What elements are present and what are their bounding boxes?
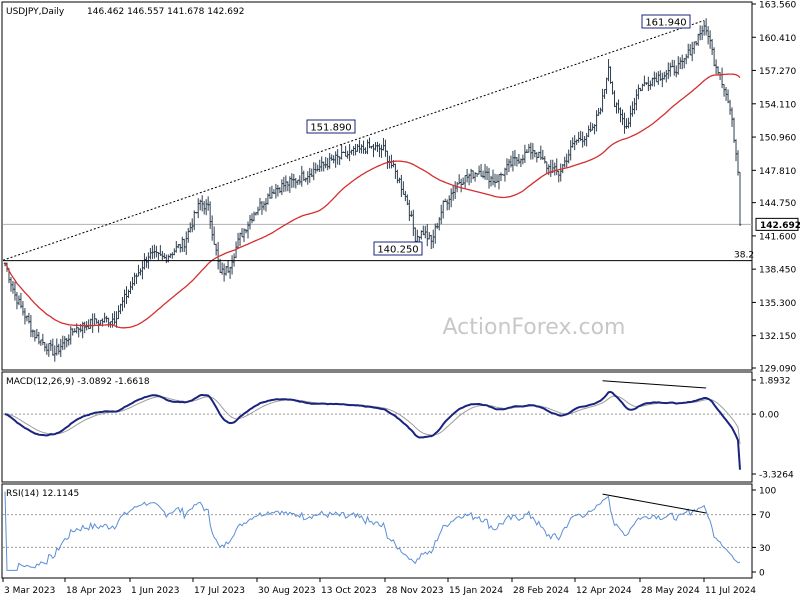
time-tick-label: 1 Jun 2023	[131, 586, 179, 596]
price-tick-label: 157.270	[759, 67, 796, 77]
rsi-divergence-line	[602, 493, 707, 514]
time-tick-label: 11 Jul 2024	[705, 586, 756, 596]
time-tick-label: 28 May 2024	[641, 586, 700, 596]
rsi-tick-label: 70	[759, 511, 771, 521]
price-layer: 38.2 161.940 151.890 140.250	[2, 14, 754, 362]
watermark: ActionForex.com	[443, 315, 626, 340]
high-2024-label: 161.940	[645, 18, 686, 29]
low-2023-box	[373, 241, 423, 256]
macd-tick-label: 1.8932	[759, 377, 791, 387]
high-2023-label: 151.890	[310, 123, 351, 134]
price-tick-label: 150.960	[759, 134, 796, 144]
price-bars	[3, 18, 742, 362]
price-tick-label: 135.300	[759, 299, 796, 309]
price-tick-label: 144.750	[759, 199, 796, 209]
macd-tick-label: 0.00	[759, 411, 779, 421]
price-tick-label: 132.150	[759, 332, 796, 342]
last-price-box	[755, 217, 799, 231]
rsi-layer	[3, 491, 752, 571]
price-tick-label: 147.810	[759, 167, 796, 177]
macd-layer	[3, 380, 752, 470]
price-tick-label: 138.450	[759, 266, 796, 276]
macd-divergence-line	[602, 380, 707, 389]
rsi-panel-frame	[1, 483, 753, 579]
time-tick-label: 13 Oct 2023	[321, 586, 377, 596]
time-tick-label: 15 Jan 2024	[449, 586, 503, 596]
price-tick-label: 160.410	[759, 34, 796, 44]
trendline	[2, 20, 705, 261]
time-tick-label: 28 Feb 2024	[513, 586, 569, 596]
time-tick-label: 17 Jul 2023	[194, 586, 245, 596]
high-2024-box	[641, 14, 691, 29]
high-2023-box	[306, 119, 356, 134]
price-tick-label: 141.600	[759, 232, 796, 242]
time-tick-label: 18 Apr 2023	[66, 586, 122, 596]
rsi-tick-label: 0	[759, 569, 765, 579]
price-tick-label: 129.090	[759, 365, 796, 375]
rsi-tick-label: 100	[759, 487, 776, 497]
price-tick-label: 163.560	[759, 1, 796, 11]
macd-header: MACD(12,26,9) -3.0892 -1.6618	[6, 377, 150, 387]
rsi-line	[4, 491, 741, 571]
symbol-header: USDJPY,Daily	[6, 7, 65, 17]
rsi-header: RSI(14) 12.1145	[6, 489, 79, 499]
macd-line	[4, 390, 741, 470]
ohlc-header: 146.462 146.557 141.678 142.692	[87, 7, 244, 17]
macd-panel-frame	[1, 371, 753, 483]
price-tick-label: 154.110	[759, 100, 796, 110]
macd-tick-label: -3.3264	[759, 471, 794, 481]
time-tick-label: 28 Nov 2023	[386, 586, 444, 596]
time-tick-label: 3 Mar 2023	[4, 586, 55, 596]
time-tick-label: 12 Apr 2024	[576, 586, 632, 596]
rsi-tick-label: 30	[759, 544, 771, 554]
sma-line	[4, 73, 741, 329]
price-panel-frame	[1, 1, 753, 371]
time-tick-label: 30 Aug 2023	[258, 586, 316, 596]
last-price-label: 142.692	[760, 221, 800, 231]
low-2023-label: 140.250	[377, 245, 418, 256]
fib-label: 38.2	[734, 251, 754, 261]
